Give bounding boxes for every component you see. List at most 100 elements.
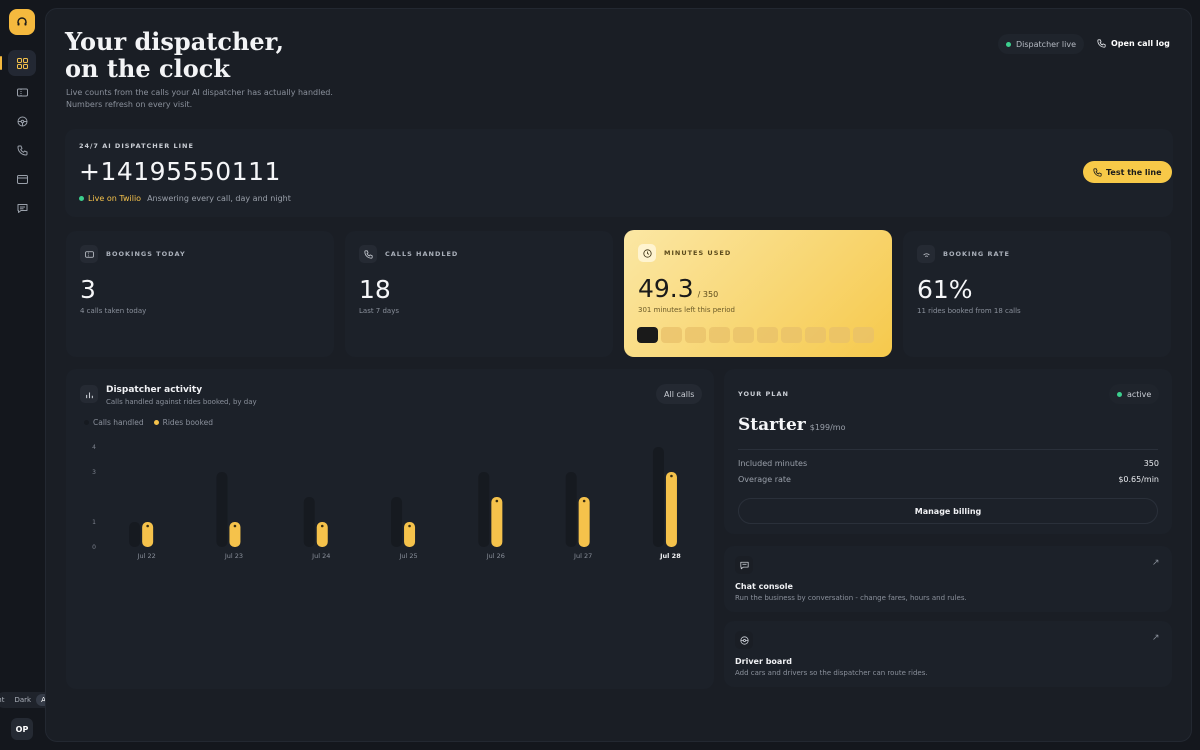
link-card-title: Driver board [735, 657, 792, 666]
test-line-button[interactable]: Test the line [1083, 161, 1172, 183]
plan-name: Starter $199/mo [738, 415, 845, 435]
bar-calls-handled [216, 472, 228, 547]
grid-icon [16, 57, 28, 69]
app-logo[interactable] [9, 9, 35, 35]
phone-icon [1093, 167, 1102, 177]
dispatcher-status-pill: Dispatcher live [998, 34, 1084, 54]
bar-cap-dot [582, 499, 586, 503]
chart-subtitle: Calls handled against rides booked, by d… [106, 398, 257, 406]
bar-rides-booked [316, 522, 328, 547]
plan-row-value: $0.65/min [1118, 475, 1159, 484]
x-tick-label: Jul 28 [659, 552, 681, 560]
plan-status-label: active [1127, 389, 1152, 399]
usage-segment [637, 327, 658, 343]
driver-board-card[interactable]: ↗ Driver board Add cars and drivers so t… [724, 621, 1172, 687]
legend-label: Rides booked [162, 418, 213, 427]
link-card-subtitle: Run the business by conversation - chang… [735, 594, 967, 602]
live-dot-icon [79, 196, 84, 201]
legend-item-calls: Calls handled [84, 418, 144, 427]
bar-chart-icon [80, 385, 98, 403]
bar-rides-booked [491, 497, 503, 547]
headset-icon [17, 17, 27, 26]
chat-icon [17, 203, 27, 213]
sidebar-item-dashboard[interactable] [8, 50, 36, 76]
stat-sub: 11 rides booked from 18 calls [917, 307, 1021, 315]
activity-chart: 0 1 3 4 Jul 22 Jul 23 Jul 24 Jul 25 Jul 26 Jul 27… [92, 444, 681, 560]
dispatcher-activity-card: 0 1 3 4 Jul 22 Jul 23 Jul 24 Jul 25 Jul 26 Jul 27… [66, 369, 714, 689]
test-line-label: Test the line [1106, 167, 1162, 177]
bar-rides-booked [404, 522, 416, 547]
active-dot-icon [1117, 391, 1122, 397]
plan-row-included-minutes: Included minutes 350 [738, 459, 1159, 468]
bar-calls-handled [391, 497, 403, 547]
y-tick-label: 4 [92, 444, 96, 451]
avatar[interactable]: OP [11, 718, 33, 740]
stat-sub: 301 minutes left this period [638, 306, 736, 314]
x-tick-label: Jul 25 [398, 552, 417, 560]
usage-segment [829, 327, 850, 343]
bar-calls-handled [303, 497, 315, 547]
phone-icon [17, 145, 27, 155]
usage-segment [709, 327, 730, 343]
chart-legend: Calls handled Rides booked [84, 418, 213, 427]
theme-option-light[interactable]: Light [0, 696, 5, 704]
sidebar-item-bookings[interactable] [8, 79, 36, 105]
sidebar-item-billing[interactable] [8, 166, 36, 192]
stat-value: 18 [359, 275, 391, 304]
stat-sub: Last 7 days [359, 307, 400, 315]
plan-price: $199/mo [809, 423, 846, 432]
usage-segment [805, 327, 826, 343]
chat-console-card[interactable]: ↗ Chat console Run the business by conve… [724, 546, 1172, 612]
sidebar-item-drivers[interactable] [8, 108, 36, 134]
plan-row-label: Overage rate [738, 475, 791, 484]
stat-label: BOOKING RATE [943, 250, 1010, 258]
chat-icon [735, 556, 753, 574]
stat-value: 61% [917, 275, 973, 304]
arrow-up-right-icon: ↗ [1152, 633, 1160, 643]
arrow-up-right-icon: ↗ [1152, 558, 1160, 568]
page-title-line2: on the clock [65, 54, 230, 83]
bar-calls-handled [478, 472, 490, 547]
sidebar: Light Dark Auto OP [0, 0, 66, 750]
theme-option-dark[interactable]: Dark [14, 696, 32, 704]
ticket-icon [80, 245, 98, 263]
bar-calls-handled [565, 472, 577, 547]
bar-rides-booked [578, 497, 590, 547]
plan-row-overage-rate: Overage rate $0.65/min [738, 475, 1159, 484]
usage-segment [781, 327, 802, 343]
line-kicker: 24/7 AI DISPATCHER LINE [79, 142, 194, 150]
open-call-log-button[interactable]: Open call log [1088, 33, 1179, 53]
legend-swatch [153, 420, 159, 425]
plan-row-label: Included minutes [738, 459, 808, 468]
bar-cap-dot [495, 499, 499, 503]
line-status: Live on Twilio Answering every call, day… [79, 194, 291, 203]
sidebar-item-calls[interactable] [8, 137, 36, 163]
bar-rides-booked [142, 522, 154, 547]
plan-kicker: YOUR PLAN [738, 390, 789, 398]
plan-name-text: Starter [738, 415, 806, 435]
manage-billing-button[interactable]: Manage billing [738, 498, 1158, 524]
plan-card: YOUR PLAN active Starter $199/mo Included… [724, 369, 1172, 534]
link-card-title: Chat console [735, 582, 793, 591]
page-subtitle-line1: Live counts from the calls your AI dispa… [66, 88, 333, 97]
x-tick-label: Jul 26 [486, 552, 505, 560]
stat-card-minutes-used: MINUTES USED 49.3/ 350 301 minutes left … [624, 230, 892, 357]
sidebar-item-chat[interactable] [8, 195, 36, 221]
chart-filter-select[interactable]: All calls [656, 384, 703, 404]
line-phone-number: +14195550111 [79, 157, 281, 186]
stat-label: BOOKINGS TODAY [106, 250, 186, 258]
stat-card-bookings-today: BOOKINGS TODAY 3 4 calls taken today [66, 231, 334, 357]
credit-card-icon [16, 174, 28, 184]
bar-cap-dot [146, 524, 149, 528]
open-call-log-label: Open call log [1111, 38, 1170, 48]
dispatcher-status-label: Dispatcher live [1016, 39, 1076, 49]
active-nav-marker [0, 56, 2, 70]
usage-segment [853, 327, 874, 343]
bar-cap-dot [320, 524, 324, 528]
plan-row-value: 350 [1143, 459, 1159, 468]
main-panel: Your dispatcher, on the clock Live count… [45, 8, 1192, 742]
stat-value: 49.3/ 350 [638, 274, 718, 303]
bar-rides-booked [229, 522, 241, 547]
y-tick-label: 1 [92, 519, 96, 526]
steering-wheel-icon [735, 631, 753, 649]
